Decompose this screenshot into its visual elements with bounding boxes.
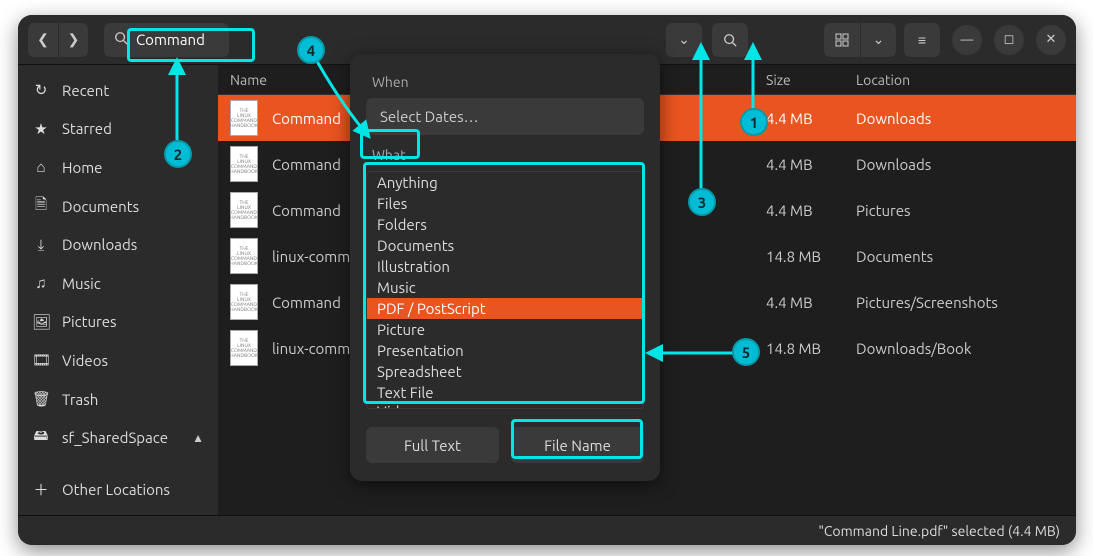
file-icon: THELINUXCOMMANDHANDBOOK — [230, 238, 258, 274]
file-location: Downloads/Book — [856, 340, 1076, 357]
sidebar-item-music[interactable]: ♫ Music — [18, 264, 218, 303]
back-button[interactable]: ❮ — [28, 23, 58, 57]
search-options-toggle[interactable]: ⌄ — [666, 23, 702, 57]
forward-button[interactable]: ❯ — [58, 23, 88, 57]
sidebar-item-other[interactable]: ＋ Other Locations — [18, 470, 218, 509]
home-icon: ⌂ — [32, 158, 50, 176]
search-box[interactable]: Command — [104, 23, 229, 57]
maximize-button[interactable]: ◻ — [994, 25, 1024, 55]
search-button[interactable] — [712, 23, 748, 57]
type-list: AnythingFilesFoldersDocumentsIllustratio… — [366, 171, 644, 409]
sidebar-item-label: Pictures — [62, 313, 117, 330]
download-icon: ⤓ — [32, 236, 50, 254]
search-icon — [114, 31, 128, 48]
view-options-button[interactable]: ⌄ — [860, 23, 896, 57]
sidebar-item-trash[interactable]: 🗑 Trash — [18, 380, 218, 419]
file-icon: THELINUXCOMMANDHANDBOOK — [230, 146, 258, 182]
music-icon: ♫ — [32, 274, 50, 292]
sidebar-item-videos[interactable]: 🎞 Videos — [18, 341, 218, 380]
clock-icon: ↻ — [32, 81, 50, 99]
minimize-button[interactable]: — — [952, 25, 982, 55]
video-icon: 🎞 — [32, 351, 50, 369]
file-size: 14.8 MB — [766, 340, 856, 357]
type-item[interactable]: Picture — [367, 319, 643, 340]
file-size: 4.4 MB — [766, 156, 856, 173]
sidebar-item-label: Music — [62, 275, 101, 292]
sidebar-item-label: Downloads — [62, 236, 137, 253]
file-size: 4.4 MB — [766, 202, 856, 219]
file-icon: THELINUXCOMMANDHANDBOOK — [230, 284, 258, 320]
sidebar-item-home[interactable]: ⌂ Home — [18, 148, 218, 187]
file-size: 4.4 MB — [766, 294, 856, 311]
sidebar-item-starred[interactable]: ★ Starred — [18, 110, 218, 149]
file-location: Pictures — [856, 202, 1076, 219]
sidebar-item-label: Documents — [62, 198, 139, 215]
file-location: Documents — [856, 248, 1076, 265]
col-location[interactable]: Location — [856, 72, 1076, 88]
search-mode-toggle: Full Text File Name — [366, 427, 644, 463]
select-dates-button[interactable]: Select Dates… — [366, 98, 644, 135]
type-item[interactable]: Folders — [367, 214, 643, 235]
file-name-button[interactable]: File Name — [511, 427, 644, 463]
close-button[interactable]: ✕ — [1036, 25, 1066, 55]
type-item[interactable]: Spreadsheet — [367, 361, 643, 382]
search-filter-panel: When Select Dates… What AnythingFilesFol… — [350, 54, 660, 481]
grid-view-button[interactable] — [824, 23, 860, 57]
trash-icon: 🗑 — [32, 390, 50, 408]
file-icon: THELINUXCOMMANDHANDBOOK — [230, 192, 258, 228]
sidebar-item-shared[interactable]: 🖴 sf_SharedSpace ▲ — [18, 418, 218, 457]
status-bar: "Command Line.pdf" selected (4.4 MB) — [18, 515, 1076, 545]
sidebar-item-label: Starred — [62, 120, 112, 137]
type-item[interactable]: Music — [367, 277, 643, 298]
type-item[interactable]: Anything — [367, 172, 643, 193]
sidebar-item-pictures[interactable]: 🖼 Pictures — [18, 303, 218, 342]
picture-icon: 🖼 — [32, 313, 50, 331]
type-item[interactable]: Files — [367, 193, 643, 214]
search-query: Command — [136, 31, 205, 48]
file-location: Pictures/Screenshots — [856, 294, 1076, 311]
sidebar-item-label: Trash — [62, 391, 98, 408]
nav-group: ❮ ❯ — [28, 23, 88, 57]
type-item[interactable]: Illustration — [367, 256, 643, 277]
sidebar-item-label: Recent — [62, 82, 109, 99]
when-label: When — [372, 74, 644, 90]
sidebar-item-label: sf_SharedSpace — [62, 429, 168, 446]
sidebar-item-recent[interactable]: ↻ Recent — [18, 71, 218, 110]
chevron-down-icon: ⌄ — [678, 31, 690, 48]
type-item[interactable]: Video — [367, 403, 643, 409]
file-size: 4.4 MB — [766, 110, 856, 127]
file-size: 14.8 MB — [766, 248, 856, 265]
star-icon: ★ — [32, 120, 50, 138]
eject-icon[interactable]: ▲ — [192, 431, 204, 445]
type-item[interactable]: Text File — [367, 382, 643, 403]
type-item[interactable]: PDF / PostScript — [367, 298, 643, 319]
full-text-button[interactable]: Full Text — [366, 427, 499, 463]
sidebar-item-label: Other Locations — [62, 481, 170, 498]
file-location: Downloads — [856, 110, 1076, 127]
type-item[interactable]: Documents — [367, 235, 643, 256]
sidebar-item-downloads[interactable]: ⤓ Downloads — [18, 225, 218, 264]
type-item[interactable]: Presentation — [367, 340, 643, 361]
sidebar: ↻ Recent ★ Starred ⌂ Home 🗎 Documents ⤓ … — [18, 65, 218, 515]
sidebar-item-label: Videos — [62, 352, 108, 369]
status-text: "Command Line.pdf" selected (4.4 MB) — [818, 523, 1060, 539]
sidebar-item-documents[interactable]: 🗎 Documents — [18, 187, 218, 226]
col-size[interactable]: Size — [766, 72, 856, 88]
what-label: What — [372, 147, 644, 163]
file-icon: THELINUXCOMMANDHANDBOOK — [230, 100, 258, 136]
document-icon: 🗎 — [32, 194, 50, 219]
drive-icon: 🖴 — [32, 425, 50, 450]
file-location: Downloads — [856, 156, 1076, 173]
file-icon: THELINUXCOMMANDHANDBOOK — [230, 330, 258, 366]
hamburger-menu-button[interactable]: ≡ — [904, 23, 940, 57]
plus-icon: ＋ — [32, 479, 50, 500]
view-group: ⌄ — [824, 23, 896, 57]
sidebar-item-label: Home — [62, 159, 102, 176]
